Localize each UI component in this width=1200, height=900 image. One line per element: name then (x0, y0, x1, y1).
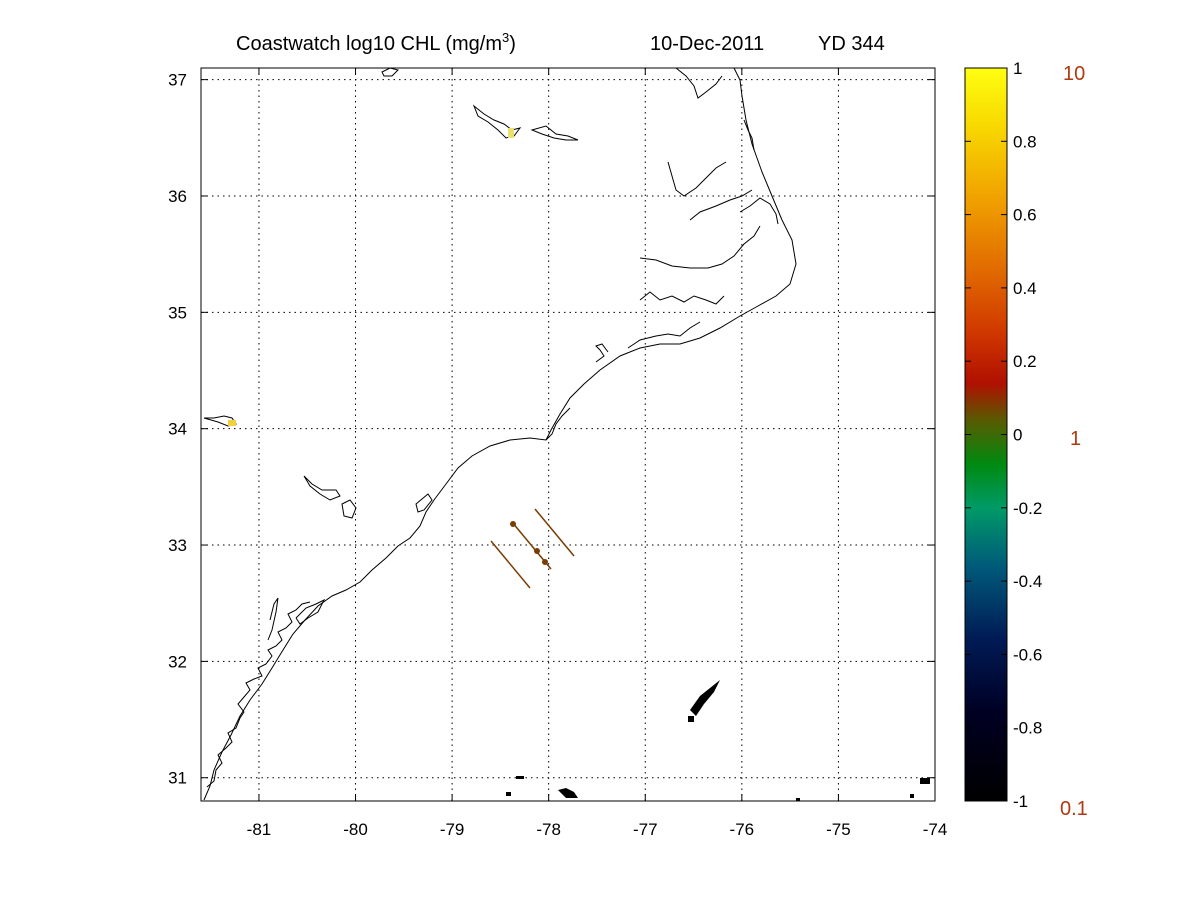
transect-stations (510, 521, 548, 565)
coastline (203, 67, 797, 801)
transect-lines (490, 508, 575, 589)
lat-tick-label: 35 (168, 303, 187, 322)
lon-tick-label: -74 (923, 820, 948, 839)
lon-tick-label: -80 (343, 820, 368, 839)
colorbar-tick-label: 0 (1013, 426, 1022, 445)
colorbar-linear-label-10: 10 (1063, 63, 1085, 85)
lon-tick-label: -75 (826, 820, 851, 839)
colorbar-linear-label-1: 1 (1070, 428, 1081, 450)
lon-tick-label: -81 (247, 820, 272, 839)
colorbar-tick-label: 0.4 (1013, 279, 1037, 298)
colorbar-tick-label: -1 (1013, 792, 1028, 811)
lat-tick-label: 31 (168, 769, 187, 788)
chlorophyll-patches (228, 128, 930, 801)
colorbar-tick-label: 1 (1013, 59, 1022, 78)
colorbar-linear-label-0.1: 0.1 (1060, 798, 1088, 820)
lat-tick-label: 37 (168, 71, 187, 90)
lon-tick-label: -76 (730, 820, 755, 839)
map-title: Coastwatch log10 CHL (mg/m3) (236, 30, 516, 55)
colorbar-tick-label: 0.8 (1013, 132, 1037, 151)
lon-tick-label: -78 (536, 820, 561, 839)
lat-tick-label: 32 (168, 652, 187, 671)
lat-tick-label: 36 (168, 187, 187, 206)
map-frame (200, 67, 936, 802)
lon-tick-label: -79 (440, 820, 465, 839)
colorbar-tick-label: -0.8 (1013, 719, 1042, 738)
colorbar-tick-label: 0.6 (1013, 206, 1037, 225)
lat-tick-label: 34 (168, 420, 187, 439)
colorbar-ticks: 1 0.8 0.6 0.4 0.2 0 -0.2 -0.4 -0.6 -0.8 -1 (965, 59, 1042, 811)
lat-tick-label: 33 (168, 536, 187, 555)
colorbar-tick-label: 0.2 (1013, 352, 1037, 371)
colorbar-tick-label: -0.2 (1013, 499, 1042, 518)
map-yearday: YD 344 (818, 33, 885, 55)
map-date: 10-Dec-2011 (650, 33, 764, 55)
lat-axis: 37 36 35 34 33 32 31 (168, 71, 935, 788)
colorbar-tick-label: -0.6 (1013, 645, 1042, 664)
map-grid (201, 68, 936, 801)
colorbar (964, 67, 1008, 802)
lon-tick-label: -77 (633, 820, 658, 839)
colorbar-tick-label: -0.4 (1013, 572, 1042, 591)
lon-axis: -81 -80 -79 -78 -77 -76 -75 -74 (247, 68, 948, 839)
